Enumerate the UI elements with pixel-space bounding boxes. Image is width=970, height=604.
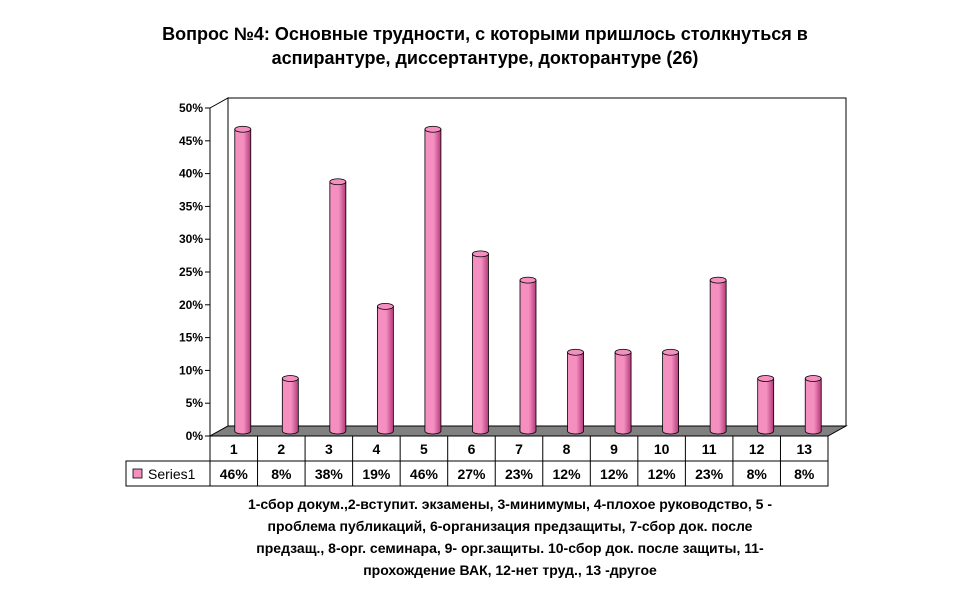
bar-top — [709, 276, 727, 284]
side-wall — [209, 97, 229, 437]
data-label: 12% — [553, 466, 582, 482]
x-category-label: 7 — [515, 441, 523, 457]
data-label: 23% — [695, 466, 724, 482]
bar-body — [519, 279, 537, 435]
bar-top — [376, 302, 394, 310]
data-label: 23% — [505, 466, 534, 482]
bar-8 — [567, 348, 584, 435]
y-tick-label: 40% — [179, 167, 203, 181]
x-category-label: 6 — [468, 441, 476, 457]
bar-top — [281, 375, 299, 382]
chart-title: Вопрос №4: Основные трудности, с которым… — [0, 22, 970, 70]
x-category-label: 10 — [654, 441, 670, 457]
bar-4 — [376, 302, 394, 435]
bar-body — [424, 128, 442, 435]
y-tick-label: 15% — [179, 331, 203, 345]
data-label: 8% — [271, 466, 292, 482]
data-label: 19% — [362, 466, 391, 482]
x-category-label: 5 — [420, 441, 428, 457]
bar-10 — [662, 348, 680, 435]
bar-top — [234, 125, 252, 133]
bar-top — [804, 375, 822, 382]
bar-top — [329, 178, 347, 186]
caption-line-2: проблема публикаций, 6-организация предз… — [267, 518, 753, 534]
bar-7 — [519, 276, 537, 435]
bar-6 — [472, 250, 489, 435]
bar-13 — [804, 375, 822, 435]
x-category-label: 12 — [749, 441, 765, 457]
bar-5 — [424, 125, 442, 435]
y-tick-label: 10% — [179, 363, 203, 377]
data-label: 38% — [315, 466, 344, 482]
data-label: 12% — [648, 466, 677, 482]
caption-line-3: предзащ., 8-орг. семинара, 9- орг.защиты… — [256, 540, 764, 556]
y-tick-label: 50% — [179, 101, 203, 115]
chart-caption: 1-сбор докум.,2-вступит. экзамены, 3-мин… — [190, 493, 830, 581]
back-wall — [227, 97, 847, 427]
x-category-label: 11 — [702, 441, 717, 457]
x-category-label: 2 — [277, 441, 285, 457]
y-tick-label: 30% — [179, 232, 203, 246]
x-category-label: 13 — [796, 441, 812, 457]
y-tick-label: 0% — [186, 429, 204, 443]
bar-body — [376, 305, 394, 435]
x-category-label: 3 — [325, 441, 333, 457]
bar-top — [567, 348, 584, 356]
caption-line-1: 1-сбор докум.,2-вступит. экзамены, 3-мин… — [247, 496, 773, 512]
bar-9 — [614, 348, 632, 435]
bar-12 — [757, 375, 775, 435]
y-tick-label: 35% — [179, 199, 203, 213]
data-label: 12% — [600, 466, 629, 482]
bar-body — [281, 378, 299, 435]
chart-title-line-1: Вопрос №4: Основные трудности, с которым… — [162, 24, 808, 44]
chart-title-line-2: аспирантуре, диссертантуре, докторантуре… — [271, 48, 699, 68]
data-label: 8% — [794, 466, 815, 482]
y-tick-label: 45% — [179, 134, 203, 148]
y-tick-label: 5% — [186, 396, 204, 410]
bar-2 — [281, 375, 299, 435]
bar-top — [424, 125, 442, 133]
legend-label: Series1 — [148, 466, 196, 482]
bar-body — [567, 351, 584, 435]
x-category-label: 4 — [372, 441, 380, 457]
bar-body — [662, 351, 680, 435]
y-tick-label: 25% — [179, 265, 203, 279]
data-label: 27% — [457, 466, 486, 482]
bar-11 — [709, 276, 727, 435]
bar-body — [329, 181, 347, 435]
data-label: 46% — [410, 466, 439, 482]
x-category-label: 9 — [610, 441, 618, 457]
bar-3 — [329, 178, 347, 435]
data-label: 8% — [747, 466, 768, 482]
x-category-label: 1 — [230, 441, 238, 457]
legend-swatch — [132, 468, 143, 479]
bar-top — [519, 276, 537, 284]
bar-top — [662, 348, 680, 356]
bar-1 — [234, 125, 252, 435]
bar-body — [614, 351, 632, 435]
bar-body — [757, 378, 775, 435]
x-category-label: 8 — [563, 441, 571, 457]
bar-top — [614, 348, 632, 356]
bar-body — [804, 378, 822, 435]
data-label: 46% — [220, 466, 249, 482]
y-tick-label: 20% — [179, 298, 203, 312]
bar-top — [472, 250, 489, 258]
caption-line-4: прохождение ВАК, 12-нет труд., 13 -друго… — [363, 562, 657, 578]
bar-top — [757, 375, 775, 382]
bar-body — [472, 253, 489, 435]
bar-body — [709, 279, 727, 435]
bar-body — [234, 128, 252, 435]
